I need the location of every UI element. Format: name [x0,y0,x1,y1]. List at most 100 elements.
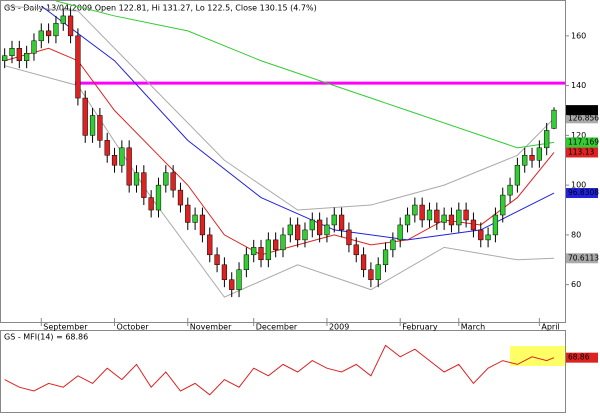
candle-body [155,184,162,211]
candle-body [119,147,125,166]
y-tick-label: 100 [571,181,586,190]
candle-body [229,279,235,290]
candle-body [390,239,396,251]
mfi-title: GS - MFI(14) = 68.86 [4,333,88,342]
candle-body [16,48,22,61]
candle-body [536,147,542,161]
end-label-box [566,147,598,158]
candle-body [500,194,506,216]
y-tick-label: 80 [571,230,581,239]
end-label-box [566,253,598,264]
mfi-panel [0,330,566,413]
end-label: 130.15 [568,105,594,114]
candle-body [148,197,154,211]
candle-body [67,15,74,37]
y-tick-label: 140 [571,81,586,90]
candle-body [236,269,242,290]
candle-body [251,247,257,256]
candle-body [38,30,44,42]
candle-body [338,214,345,231]
candle-body [60,15,66,24]
x-tick-label: November [190,323,232,332]
candle-body [551,109,557,129]
end-label: 96.8308 [568,188,599,197]
candle-body [463,209,469,221]
candle-body [192,214,198,223]
mfi-line [4,344,555,396]
candle-body [353,244,359,256]
candle-body [478,229,484,241]
candle-body [309,219,315,231]
candle-body [522,155,528,166]
x-tick-label: September [43,323,88,332]
candle-body [9,48,15,56]
candle-body [273,239,279,251]
candle-body [397,224,403,241]
candle-body [412,204,418,216]
indicator-line [4,47,555,256]
indicator-line [4,5,555,211]
y-tick-label: 160 [571,31,586,40]
candle-body [316,219,323,236]
end-label: 117.169 [568,137,599,146]
x-tick-label: October [117,323,150,332]
end-label-box [566,188,598,199]
x-tick-label: April [541,323,559,332]
candle-body [104,140,110,156]
candle-body [97,115,103,141]
candle-body [441,214,447,223]
candle-body [492,214,499,236]
y-tick-label: 120 [571,131,586,140]
candle-body [295,224,301,241]
candle-body [287,224,293,236]
end-label: 70.6113 [568,253,599,262]
candle-body [170,172,176,191]
candle-body [163,172,169,186]
candle-body [426,209,433,221]
candle-body [280,234,286,251]
indicator-line [40,5,555,241]
candle-body [177,189,184,206]
candle-body [258,247,264,261]
candle-body [375,264,381,280]
highlight [510,346,565,366]
x-tick-label: February [402,323,438,332]
candle-body [368,269,374,280]
candle-body [89,115,96,136]
candle-body [419,204,425,221]
x-tick-label: 2009 [329,323,349,332]
candle-body [382,249,389,266]
candle-body [544,130,550,149]
candle-body [470,219,477,231]
end-label: 113.13 [568,147,594,156]
end-label-box [566,352,598,363]
candle-body [126,147,132,186]
indicator-line [55,0,555,149]
candle-body [141,172,147,198]
candle-body [2,55,8,61]
candle-body [448,214,455,226]
candle-body [529,155,535,161]
y-tick-label: 60 [571,280,581,289]
candle-body [214,254,220,266]
candle-body [265,239,271,261]
candle-body [221,264,228,280]
candle-body [75,35,81,99]
end-label-box [566,137,598,148]
candle-body [331,214,337,226]
candle-body [199,214,206,236]
candle-body [324,224,330,236]
end-label: 68.86 [568,353,590,362]
main-panel [0,0,566,323]
candle-body [185,204,191,223]
candle-body [53,23,59,37]
candle-body [507,184,513,196]
x-tick-label: March [461,323,485,332]
candle-body [243,254,250,270]
candle-body [45,30,52,37]
candle-body [514,164,521,186]
candle-body [485,234,491,241]
chart-title: GS - Daily 13/04/2009 Open 122.81, Hi 13… [4,4,317,13]
candle-body [434,209,440,223]
end-label-box [566,113,598,124]
